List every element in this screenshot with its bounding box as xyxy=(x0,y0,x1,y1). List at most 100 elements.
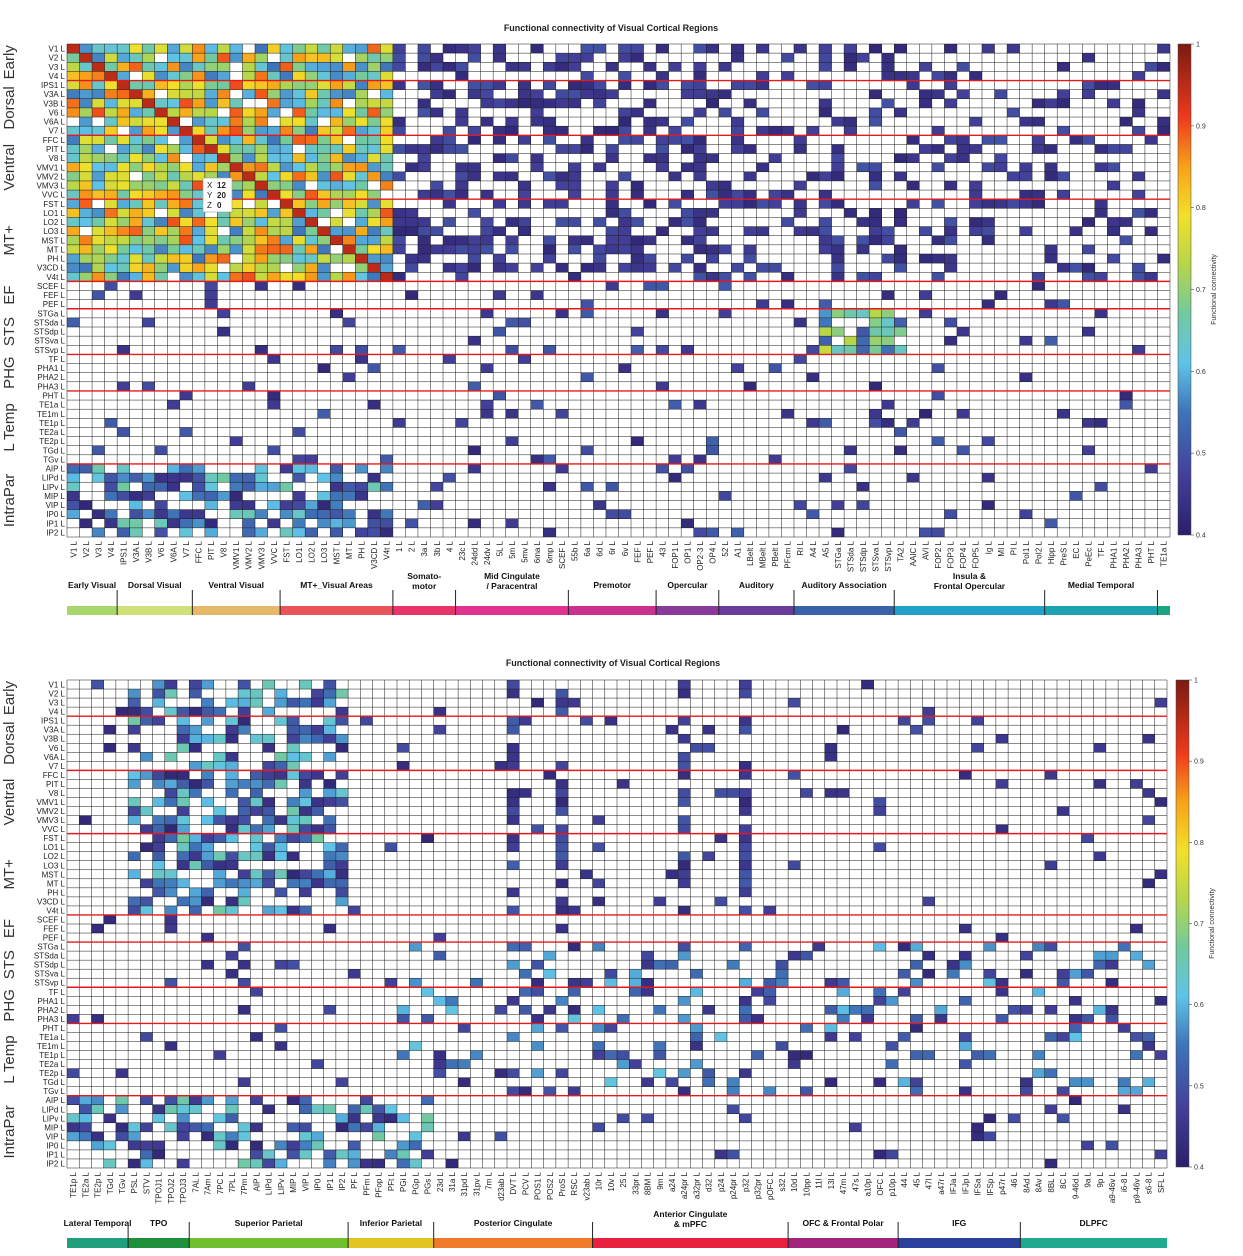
heatmap-cell xyxy=(92,253,105,264)
heatmap-cell xyxy=(819,299,832,309)
heatmap-cell xyxy=(179,190,193,200)
heatmap-cell xyxy=(455,171,469,181)
column-label: SCEF L xyxy=(558,540,567,569)
heatmap-cell xyxy=(605,281,619,291)
heatmap-cell xyxy=(1032,281,1045,291)
heatmap-cell xyxy=(242,527,256,537)
heatmap-cell xyxy=(1019,226,1033,236)
heatmap-cell xyxy=(335,716,349,726)
heatmap-cell xyxy=(250,869,263,879)
heatmap-cell xyxy=(824,743,837,753)
heatmap-cell xyxy=(305,263,318,273)
heatmap-cell xyxy=(242,153,256,163)
heatmap-cell xyxy=(944,317,957,328)
heatmap-cell xyxy=(262,878,275,888)
heatmap-cell xyxy=(242,272,256,282)
heatmap-cell xyxy=(743,199,757,209)
heatmap-cell xyxy=(543,969,556,979)
heatmap-cell xyxy=(981,135,995,145)
heatmap-cell xyxy=(507,833,520,843)
heatmap-cell xyxy=(417,153,431,163)
heatmap-cell xyxy=(455,62,469,72)
heatmap-cell xyxy=(360,1158,373,1168)
heatmap-cell xyxy=(743,190,757,200)
heatmap-cell xyxy=(380,71,393,81)
heatmap-cell xyxy=(299,770,312,780)
heatmap-cell xyxy=(177,860,190,870)
heatmap-cell xyxy=(894,253,907,264)
heatmap-cell xyxy=(255,62,268,72)
heatmap-cell xyxy=(238,1005,251,1015)
heatmap-cell xyxy=(348,905,361,915)
heatmap-cell xyxy=(91,1131,104,1141)
heatmap-cell xyxy=(179,244,193,254)
heatmap-cell xyxy=(981,436,995,446)
heatmap-cell xyxy=(493,327,506,337)
heatmap-cell xyxy=(493,126,506,136)
heatmap-cell xyxy=(681,117,694,127)
heatmap-cell xyxy=(894,208,907,218)
heatmap-cell xyxy=(631,217,644,227)
heatmap-cell xyxy=(693,226,707,236)
heatmap-cell xyxy=(164,680,177,690)
heatmap-cell xyxy=(117,98,130,108)
heatmap-cell xyxy=(1107,226,1120,236)
heatmap-cell xyxy=(793,226,807,236)
heatmap-cell xyxy=(152,824,165,834)
heatmap-cell xyxy=(342,244,356,254)
heatmap-cell xyxy=(229,208,243,218)
heatmap-cell xyxy=(129,235,143,245)
heatmap-cell xyxy=(507,1068,520,1078)
heatmap-cell xyxy=(1057,89,1070,99)
heatmap-cell xyxy=(668,199,682,209)
heatmap-cell xyxy=(668,473,682,483)
heatmap-cell xyxy=(238,1122,251,1132)
heatmap-cell xyxy=(618,235,632,245)
heatmap-cell xyxy=(242,180,256,191)
heatmap-cell xyxy=(250,1140,263,1150)
heatmap-cell xyxy=(117,135,130,145)
heatmap-cell xyxy=(177,878,190,888)
network-bar-segment xyxy=(455,606,569,615)
heatmap-cell xyxy=(292,500,306,510)
heatmap-cell xyxy=(731,126,744,136)
heatmap-cell xyxy=(287,878,300,888)
heatmap-cell xyxy=(79,107,93,118)
heatmap-cell xyxy=(152,680,165,690)
heatmap-cell xyxy=(956,327,970,337)
heatmap-cell xyxy=(944,235,957,245)
heatmap-cell xyxy=(164,779,177,789)
heatmap-cell xyxy=(944,509,957,519)
heatmap-cell xyxy=(443,354,456,364)
heatmap-cell xyxy=(192,208,205,218)
heatmap-cell xyxy=(555,896,569,906)
heatmap-cell xyxy=(819,317,832,328)
heatmap-cell xyxy=(225,1104,239,1114)
heatmap-cell xyxy=(1082,53,1095,63)
heatmap-cell xyxy=(678,869,691,879)
heatmap-cell xyxy=(242,518,256,528)
heatmap-cell xyxy=(67,71,80,81)
heatmap-cell xyxy=(653,960,666,970)
heatmap-cell xyxy=(299,815,312,825)
heatmap-cell xyxy=(417,500,431,510)
heatmap-cell xyxy=(255,117,268,127)
column-label: PIT L xyxy=(207,540,216,560)
heatmap-cell xyxy=(653,1041,666,1051)
heatmap-cell xyxy=(1142,1041,1155,1051)
network-label: Superior Parietal xyxy=(235,1218,303,1228)
heatmap-cell xyxy=(543,171,556,181)
heatmap-cell xyxy=(944,263,957,273)
row-label: V4t L xyxy=(46,906,65,915)
heatmap-cell xyxy=(367,482,381,492)
heatmap-cell xyxy=(317,518,331,528)
heatmap-cell xyxy=(443,44,456,54)
heatmap-cell xyxy=(531,1023,544,1033)
heatmap-cell xyxy=(142,272,155,282)
heatmap-cell xyxy=(505,235,519,245)
heatmap-cell xyxy=(971,1131,984,1141)
heatmap-cell xyxy=(392,62,406,72)
heatmap-cell xyxy=(179,217,193,227)
heatmap-cell xyxy=(468,53,481,63)
heatmap-cell xyxy=(458,1077,471,1087)
